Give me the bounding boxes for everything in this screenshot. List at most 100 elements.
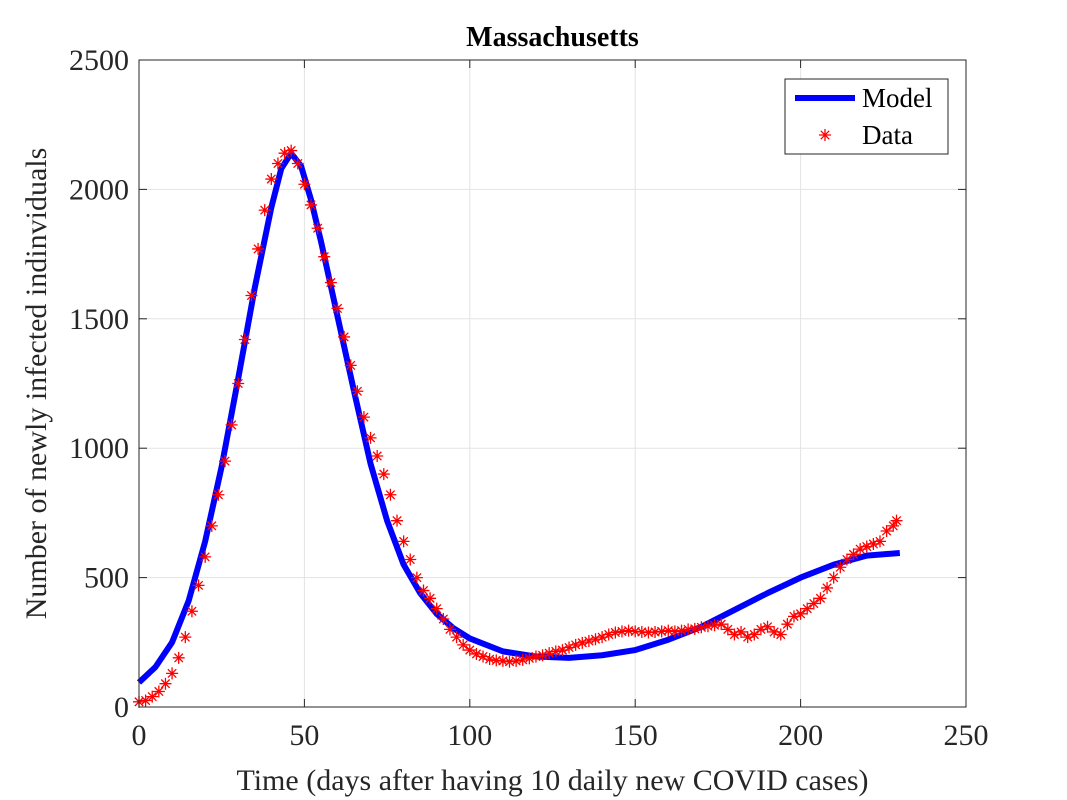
data-point <box>735 625 748 638</box>
data-point <box>821 581 834 594</box>
data-point <box>516 653 529 666</box>
data-point <box>827 571 840 584</box>
data-point <box>410 571 423 584</box>
data-point <box>840 553 853 566</box>
data-point <box>238 333 251 346</box>
data-point <box>351 385 364 398</box>
data-point <box>576 636 589 649</box>
data-point <box>450 631 463 644</box>
legend-label: Data <box>862 120 913 150</box>
data-point <box>801 602 814 615</box>
data-point <box>397 535 410 548</box>
data-point <box>768 625 781 638</box>
data-point <box>536 649 549 662</box>
data-point <box>291 157 304 170</box>
data-point <box>748 628 761 641</box>
data-point <box>417 584 430 597</box>
y-tick-label: 2000 <box>69 173 129 206</box>
data-point <box>655 625 668 638</box>
data-point <box>556 644 569 657</box>
data-point <box>880 525 893 538</box>
data-point <box>629 625 642 638</box>
data-point <box>324 276 337 289</box>
data-point <box>245 289 258 302</box>
y-tick-label: 1500 <box>69 303 129 336</box>
data-point <box>364 431 377 444</box>
data-point <box>338 330 351 343</box>
data-point <box>787 610 800 623</box>
data-point <box>470 647 483 660</box>
x-tick-label: 250 <box>944 719 989 752</box>
data-point <box>430 602 443 615</box>
data-point <box>741 631 754 644</box>
data-point <box>285 144 298 157</box>
data-point <box>232 377 245 390</box>
data-point <box>854 543 867 556</box>
data-point <box>602 628 615 641</box>
data-point <box>457 638 470 651</box>
chart-title: Massachusetts <box>466 22 639 53</box>
y-axis-label: Number of newly infected indinviduals <box>20 148 53 620</box>
data-point <box>252 242 265 255</box>
data-point <box>867 537 880 550</box>
data-point <box>649 625 662 638</box>
data-point <box>139 694 152 707</box>
x-tick-label: 50 <box>289 719 319 752</box>
data-point <box>543 647 556 660</box>
data-point <box>305 198 318 211</box>
data-point <box>146 690 159 703</box>
data-point <box>510 654 523 667</box>
data-point <box>781 618 794 631</box>
data-point <box>754 623 767 636</box>
data-point <box>172 651 185 664</box>
data-point <box>357 411 370 424</box>
data-point <box>635 625 648 638</box>
data-point <box>298 178 311 191</box>
data-point <box>807 597 820 610</box>
data-point <box>774 628 787 641</box>
data-point <box>662 624 675 637</box>
data-point <box>483 653 496 666</box>
legend-box <box>784 78 949 155</box>
data-point <box>814 592 827 605</box>
data-point <box>715 618 728 631</box>
data-point <box>887 519 900 532</box>
data-point <box>609 626 622 639</box>
data-point <box>377 468 390 481</box>
data-point <box>271 157 284 170</box>
data-point <box>192 579 205 592</box>
plot-area <box>139 60 966 707</box>
data-point <box>529 650 542 663</box>
data-point <box>404 553 417 566</box>
data-point <box>549 645 562 658</box>
series-model <box>136 150 901 685</box>
legend-item-model: Model <box>795 83 933 113</box>
data-point <box>219 455 232 468</box>
data-point <box>596 631 609 644</box>
data-point <box>503 655 516 668</box>
data-point <box>615 625 628 638</box>
x-tick-label: 200 <box>778 719 823 752</box>
data-point <box>424 592 437 605</box>
data-point <box>437 613 450 626</box>
data-point <box>834 561 847 574</box>
data-point <box>185 605 198 618</box>
data-point <box>589 633 602 646</box>
data-point <box>668 625 681 638</box>
y-tick-label: 2500 <box>69 44 129 77</box>
data-point <box>318 250 331 263</box>
data-point <box>708 619 721 632</box>
data-point <box>728 628 741 641</box>
y-tick-label: 500 <box>84 562 129 595</box>
data-point <box>258 204 271 217</box>
data-point <box>890 514 903 527</box>
data-point <box>682 623 695 636</box>
data-point <box>212 488 225 501</box>
data-point <box>642 626 655 639</box>
data-point <box>695 621 708 634</box>
data-point <box>688 622 701 635</box>
data-point <box>675 624 688 637</box>
data-point <box>199 550 212 563</box>
x-axis-label: Time (days after having 10 daily new COV… <box>236 764 868 797</box>
data-point <box>179 631 192 644</box>
